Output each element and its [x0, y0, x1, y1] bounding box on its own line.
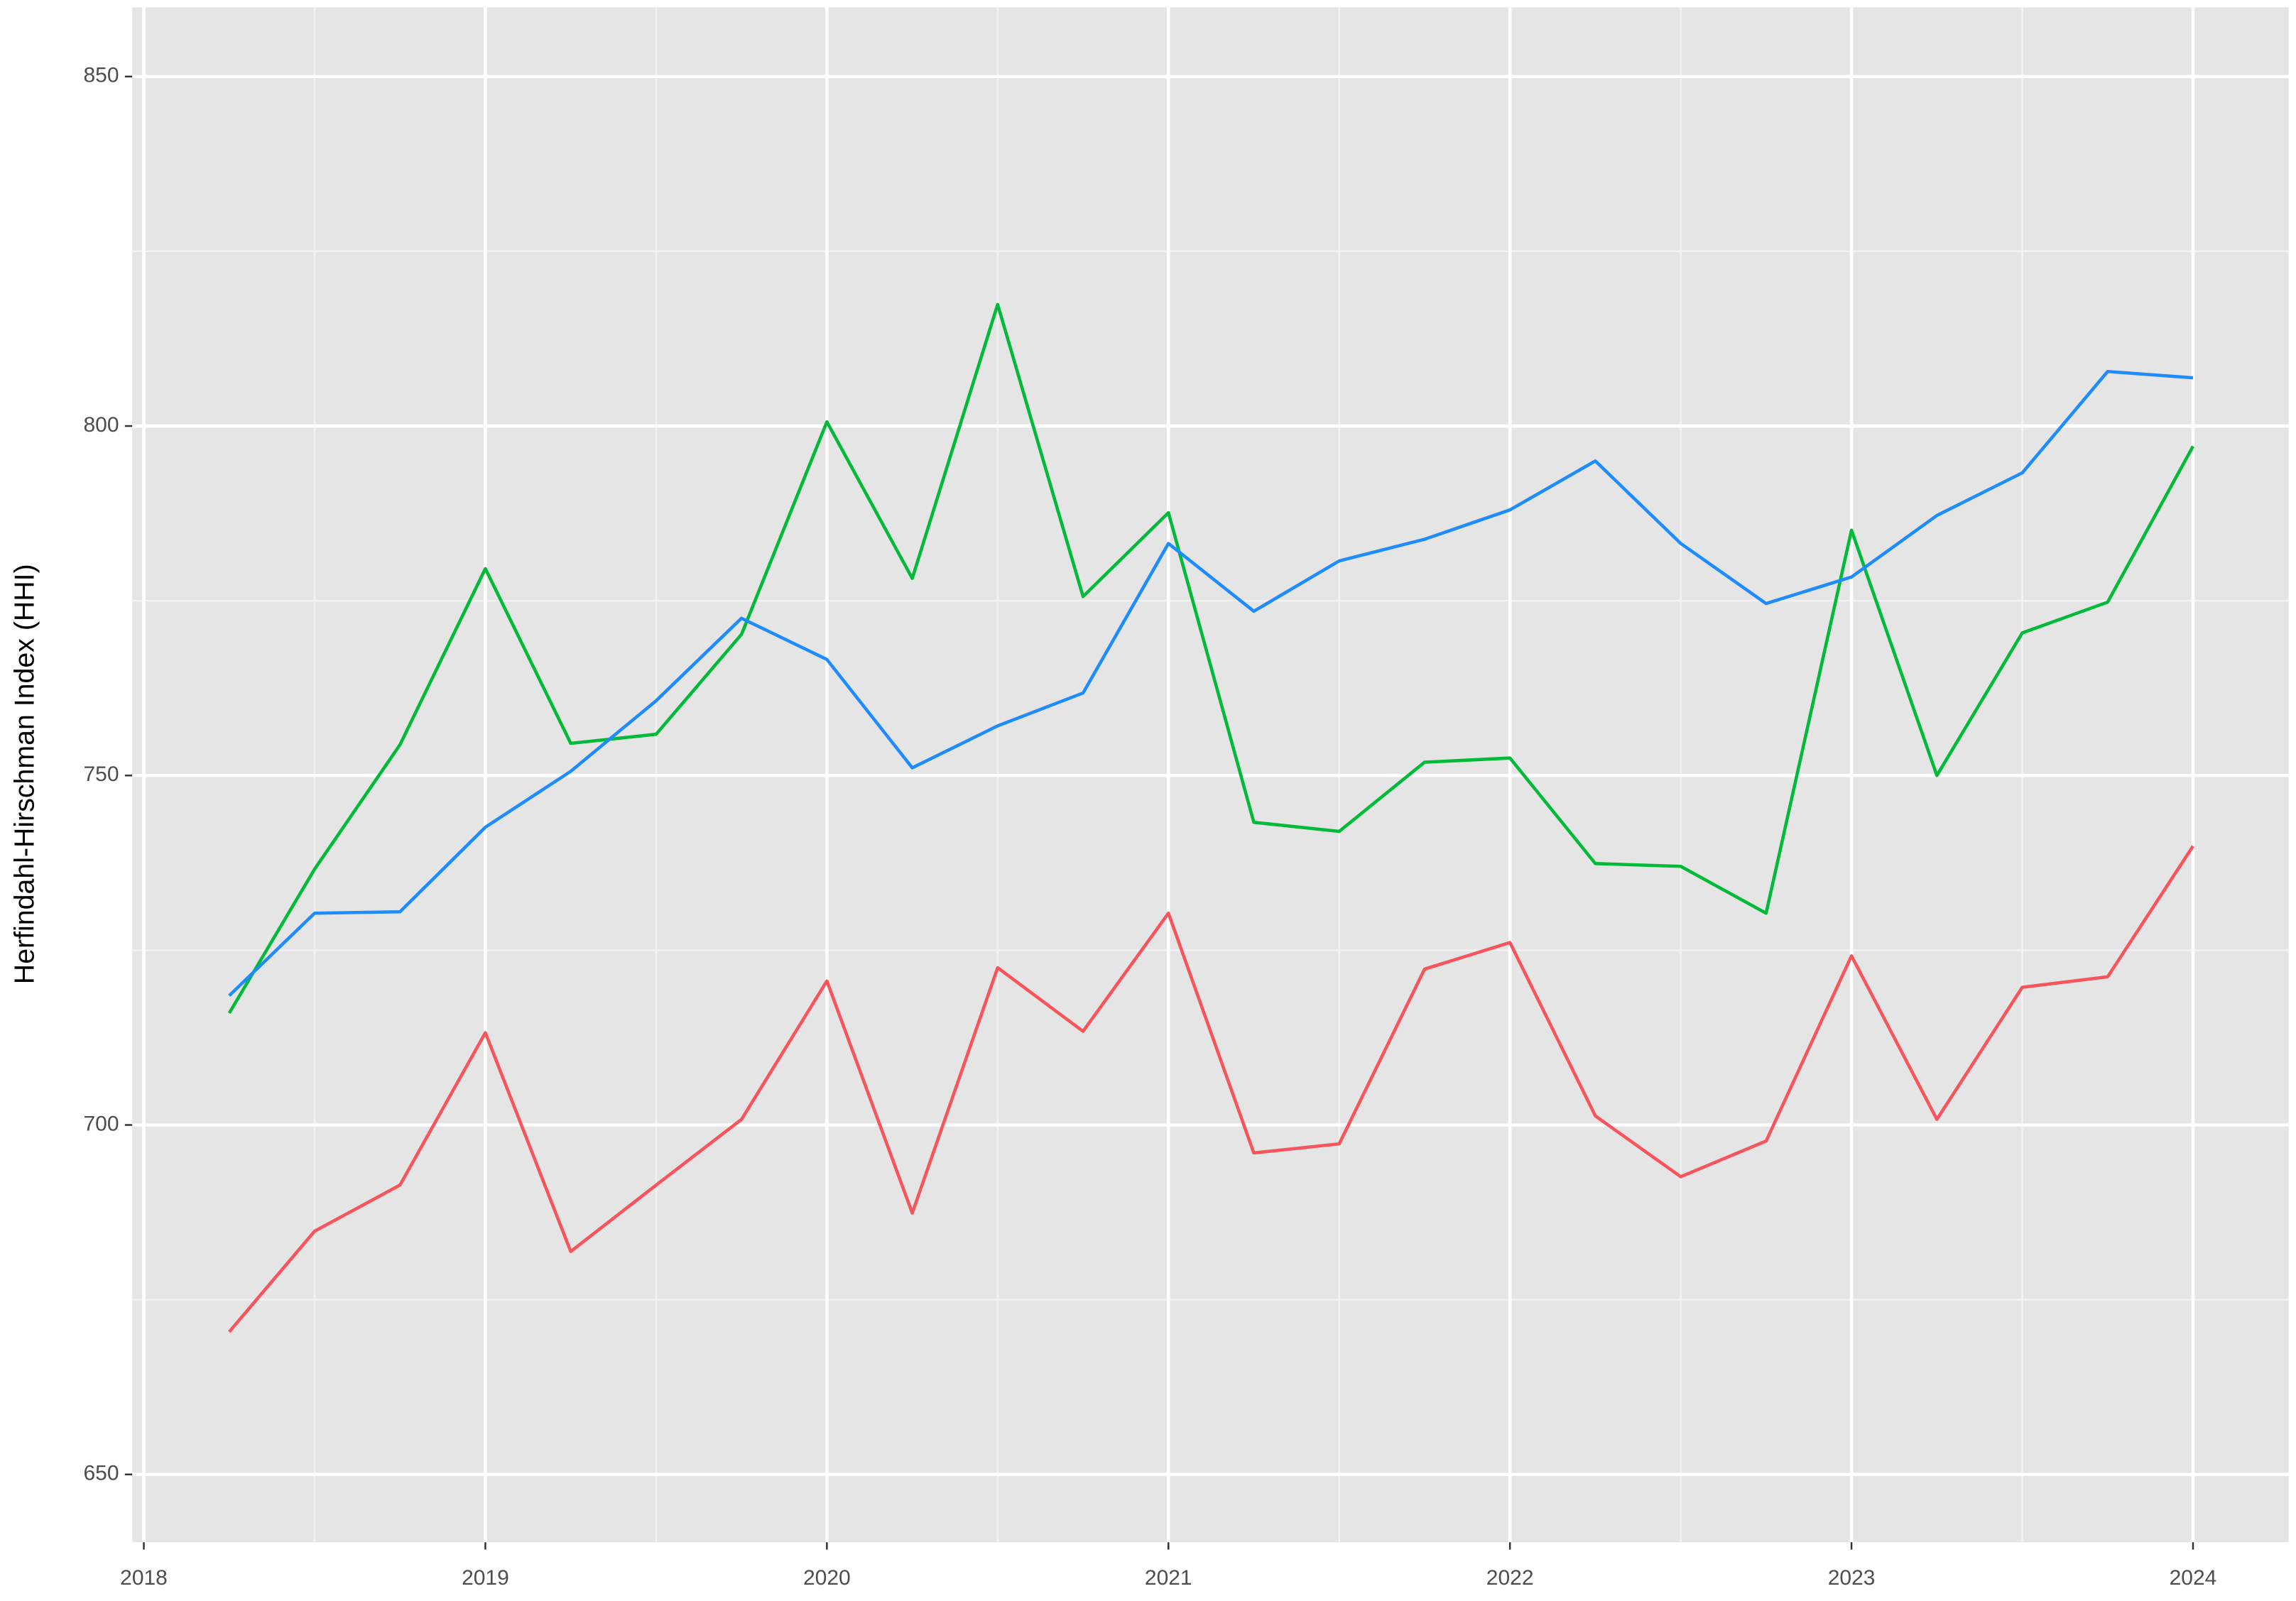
- x-tick-label: 2020: [803, 1566, 851, 1590]
- x-tick-label: 2018: [120, 1566, 168, 1590]
- x-tick-label: 2022: [1486, 1566, 1534, 1590]
- y-tick-label: 700: [84, 1112, 119, 1135]
- y-tick-label: 800: [84, 413, 119, 437]
- x-tick-label: 2024: [2170, 1566, 2217, 1590]
- series-line: [227, 302, 2194, 1015]
- x-tick-label: 2023: [1828, 1566, 1876, 1590]
- series-line: [228, 369, 2194, 998]
- y-tick-label: 850: [84, 64, 119, 87]
- x-tick-label: 2019: [462, 1566, 509, 1590]
- y-tick-label: 750: [84, 763, 119, 786]
- series-line: [228, 845, 2194, 1333]
- y-axis-title: Herfindahl-Hirschman Index (HHI): [9, 564, 40, 984]
- y-tick-label: 650: [84, 1462, 119, 1485]
- x-tick-label: 2021: [1145, 1566, 1192, 1590]
